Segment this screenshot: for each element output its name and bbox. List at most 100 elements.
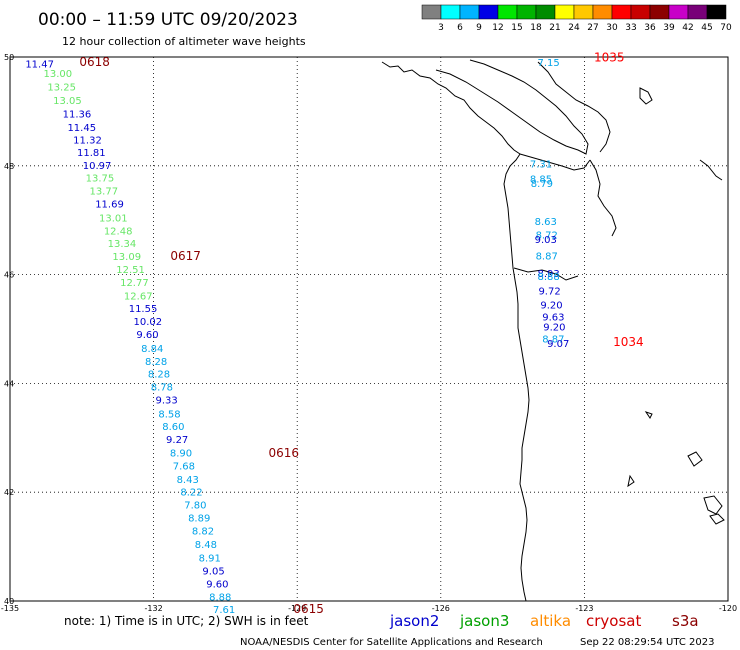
colorbar-tick-label: 45 <box>701 23 712 33</box>
wave-height-value: 8.72 <box>536 231 558 242</box>
colorbar-tick-label: 36 <box>644 23 656 33</box>
colorbar-tick-label: 27 <box>587 23 598 33</box>
satellite-legend: jason2 jason3 altika cryosat s3a <box>389 612 699 630</box>
coastline-mainland <box>381 61 530 602</box>
colorbar-tick-label: 24 <box>568 23 580 33</box>
island-5 <box>703 495 723 515</box>
wave-height-value: 12.51 <box>116 265 145 276</box>
coastline-puget-sound <box>589 159 617 237</box>
wave-height-value: 8.28 <box>145 357 167 368</box>
wave-height-value: 9.07 <box>547 339 569 350</box>
pass-time-labels: 0618 0617 0616 0615 1035 1034 <box>79 50 643 616</box>
lat-tick-label: 42 <box>4 488 14 497</box>
wave-height-value: 11.36 <box>63 109 92 120</box>
footer-note: note: 1) Time is in UTC; 2) SWH is in fe… <box>64 614 309 628</box>
colorbar-swatch <box>535 4 556 20</box>
colorbar-tick-label: 30 <box>606 23 618 33</box>
colorbar-swatch <box>554 4 575 20</box>
wave-height-value: 8.91 <box>199 553 221 564</box>
legend-item-jason2: jason2 <box>389 612 439 630</box>
page-subtitle: 12 hour collection of altimeter wave hei… <box>62 35 306 48</box>
colorbar-swatch <box>687 4 708 20</box>
wave-height-value: 9.33 <box>156 396 178 407</box>
wave-height-value: 8.22 <box>180 487 202 498</box>
colorbar-tick-label: 3 <box>438 23 444 33</box>
colorbar-swatch <box>421 4 442 20</box>
wave-height-value: 11.55 <box>129 304 158 315</box>
wave-height-value: 11.81 <box>77 148 106 159</box>
footer-timestamp: Sep 22 08:29:54 UTC 2023 <box>580 637 714 648</box>
wave-height-value: 13.34 <box>108 239 137 250</box>
map-frame <box>9 56 729 602</box>
colorbar-swatch <box>573 4 594 20</box>
map-panel: -135 -132 -129 -126 -123 -120 50 48 46 44 42 40 11.… <box>1 50 737 616</box>
wave-height-value: 8.89 <box>188 514 210 525</box>
pass-time-label: 1034 <box>613 335 644 349</box>
wave-height-value: 8.88 <box>209 592 231 603</box>
colorbar-tick-label: 39 <box>663 23 675 33</box>
colorbar-swatch <box>440 4 461 20</box>
wave-height-value: 8.87 <box>542 335 564 346</box>
coastline-columbia-river <box>513 267 579 281</box>
island-4 <box>687 451 703 467</box>
lat-tick-label: 44 <box>4 379 14 388</box>
wave-height-value: 7.15 <box>537 58 559 69</box>
lon-tick-label: -123 <box>575 604 593 613</box>
wave-height-value: 9.63 <box>542 312 564 323</box>
wave-height-value: 13.09 <box>112 252 141 263</box>
wave-height-value: 9.60 <box>206 579 228 590</box>
wave-height-value: 9.03 <box>535 235 557 246</box>
legend-item-s3a: s3a <box>672 612 699 630</box>
wave-height-value: 12.77 <box>120 278 149 289</box>
pass-time-label: 1035 <box>594 50 625 64</box>
wave-height-value: 7.80 <box>184 501 206 512</box>
wave-height-value: 8.48 <box>195 540 217 551</box>
lon-tick-label: -132 <box>145 604 163 613</box>
wave-height-value: 8.60 <box>162 422 184 433</box>
colorbar-tick-label: 15 <box>511 23 522 33</box>
legend-item-jason3: jason3 <box>459 612 509 630</box>
pass-time-label: 0617 <box>170 249 201 263</box>
wave-height-value: 7.68 <box>173 461 195 472</box>
wave-height-value: 8.28 <box>148 369 170 380</box>
wave-height-value: 10.02 <box>133 317 162 328</box>
lat-tick-label: 40 <box>4 597 14 606</box>
wave-height-value: 8.58 <box>158 410 180 421</box>
wave-height-value: 9.27 <box>166 435 188 446</box>
colorbar-swatch <box>516 4 537 20</box>
colorbar-swatch <box>649 4 670 20</box>
coastline <box>381 59 725 602</box>
colorbar-swatch <box>592 4 613 20</box>
coastline-juan-de-fuca <box>519 153 591 171</box>
wave-height-value: 13.25 <box>47 83 76 94</box>
wave-height-value: 9.72 <box>538 287 560 298</box>
wave-height-value: 8.87 <box>536 251 558 262</box>
wave-height-value: 13.05 <box>53 96 82 107</box>
island-6 <box>627 474 635 488</box>
wave-height-value: 8.43 <box>177 475 199 486</box>
colorbar-swatch <box>706 4 727 20</box>
page-title: 00:00 – 11:59 UTC 09/20/2023 <box>38 10 298 30</box>
colorbar-tick-label: 9 <box>476 23 482 33</box>
wave-height-value: 8.85 <box>530 175 552 186</box>
wave-height-value: 13.01 <box>99 213 128 224</box>
island-2 <box>699 159 723 181</box>
coastline-mainland-bc <box>537 61 611 153</box>
pass-time-label: 0618 <box>79 55 110 69</box>
pass-time-label: 0616 <box>268 446 299 460</box>
wave-height-value: 12.48 <box>104 226 133 237</box>
colorbar-swatch <box>478 4 499 20</box>
wave-height-value: 8.63 <box>535 217 557 228</box>
island-7 <box>709 513 725 525</box>
footer-credit: NOAA/NESDIS Center for Satellite Applica… <box>240 637 543 648</box>
colorbar-tick-label: 42 <box>682 23 693 33</box>
island-1 <box>639 87 653 105</box>
wave-height-value: 8.88 <box>537 272 559 283</box>
colorbar-tick-label: 12 <box>492 23 503 33</box>
wave-height-value: 10.97 <box>83 161 112 172</box>
colorbar-tick-label: 21 <box>549 23 560 33</box>
colorbar-tick-label: 18 <box>530 23 542 33</box>
wave-height-value: 9.05 <box>202 566 224 577</box>
